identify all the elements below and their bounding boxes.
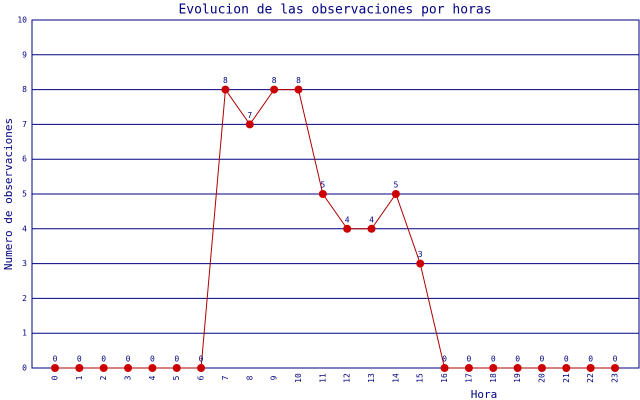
data-label: 0 xyxy=(515,355,520,364)
point xyxy=(367,224,376,233)
x-tick-label: 23 xyxy=(611,373,620,383)
data-label: 3 xyxy=(418,250,423,259)
x-tick-label: 16 xyxy=(440,373,449,383)
x-tick-label: 9 xyxy=(270,375,279,380)
data-label: 0 xyxy=(77,355,82,364)
point xyxy=(489,364,498,372)
x-tick-label: 0 xyxy=(51,375,60,380)
x-tick-label: 20 xyxy=(537,373,546,383)
x-tick-label: 21 xyxy=(562,373,571,383)
point xyxy=(343,224,352,233)
x-tick-label: 15 xyxy=(416,373,425,383)
data-label: 0 xyxy=(491,355,496,364)
data-label: 0 xyxy=(174,355,179,364)
point xyxy=(221,85,230,94)
x-tick-label: 7 xyxy=(221,375,230,380)
data-label: 7 xyxy=(247,111,252,120)
data-label: 0 xyxy=(540,355,545,364)
line xyxy=(55,88,615,369)
point xyxy=(294,85,303,94)
chart-title: Evolucion de las observaciones por horas xyxy=(178,3,491,18)
y-tick-label: 4 xyxy=(22,224,27,233)
point xyxy=(197,364,206,372)
y-tick-label: 8 xyxy=(22,85,27,94)
point xyxy=(75,364,84,372)
point xyxy=(270,85,279,94)
point xyxy=(513,364,522,372)
point xyxy=(562,364,571,372)
x-tick-label: 4 xyxy=(148,375,157,380)
x-tick-label: 18 xyxy=(489,373,498,383)
x-tick-label: 8 xyxy=(245,375,254,380)
data-label: 4 xyxy=(345,215,350,224)
x-tick-label: 12 xyxy=(343,373,352,383)
data-label: 0 xyxy=(199,355,204,364)
data-label: 0 xyxy=(564,355,569,364)
point xyxy=(318,190,327,198)
x-tick-label: 14 xyxy=(391,373,400,383)
y-tick-label: 3 xyxy=(22,259,27,268)
data-label: 4 xyxy=(369,215,374,224)
y-axis-label: Numero de observaciones xyxy=(2,118,15,270)
x-tick-label: 19 xyxy=(513,373,522,383)
x-axis-label: Hora xyxy=(471,388,498,400)
point xyxy=(172,364,181,372)
point xyxy=(440,364,449,372)
x-tick-label: 11 xyxy=(318,373,327,383)
data-label: 0 xyxy=(53,355,58,364)
x-tick-label: 13 xyxy=(367,373,376,383)
data-label: 0 xyxy=(126,355,131,364)
point xyxy=(99,364,108,372)
data-label: 8 xyxy=(296,76,301,85)
x-tick-label: 6 xyxy=(197,375,206,380)
x-tick-label: 5 xyxy=(172,375,181,380)
x-tick-label: 3 xyxy=(124,375,133,380)
x-tick-label: 17 xyxy=(464,373,473,383)
x-tick-label: 1 xyxy=(75,375,84,380)
y-tick-label: 10 xyxy=(17,16,27,25)
data-label: 8 xyxy=(272,76,277,85)
x-tick-label: 10 xyxy=(294,373,303,383)
point xyxy=(51,364,59,372)
point xyxy=(464,364,473,372)
data-label: 5 xyxy=(393,181,398,190)
point xyxy=(245,120,254,129)
y-tick-label: 9 xyxy=(22,50,27,59)
data-label: 0 xyxy=(442,355,447,364)
y-tick-label: 6 xyxy=(22,155,27,164)
point xyxy=(148,364,157,372)
point xyxy=(124,364,133,372)
x-tick-label: 22 xyxy=(586,373,595,383)
data-label: 0 xyxy=(613,355,618,364)
point xyxy=(391,190,400,198)
y-tick-label: 0 xyxy=(22,364,27,373)
point xyxy=(611,364,619,372)
x-tick-label: 2 xyxy=(99,375,108,380)
point xyxy=(586,364,595,372)
y-tick-label: 2 xyxy=(22,294,27,303)
data-label: 5 xyxy=(320,181,325,190)
data-label: 0 xyxy=(150,355,155,364)
data-label: 8 xyxy=(223,76,228,85)
point xyxy=(537,364,546,372)
y-tick-label: 7 xyxy=(22,120,27,129)
point xyxy=(416,259,425,268)
data-label: 0 xyxy=(466,355,471,364)
y-tick-label: 1 xyxy=(22,329,27,338)
data-label: 0 xyxy=(588,355,593,364)
y-tick-label: 5 xyxy=(22,190,27,199)
data-label: 0 xyxy=(101,355,106,364)
